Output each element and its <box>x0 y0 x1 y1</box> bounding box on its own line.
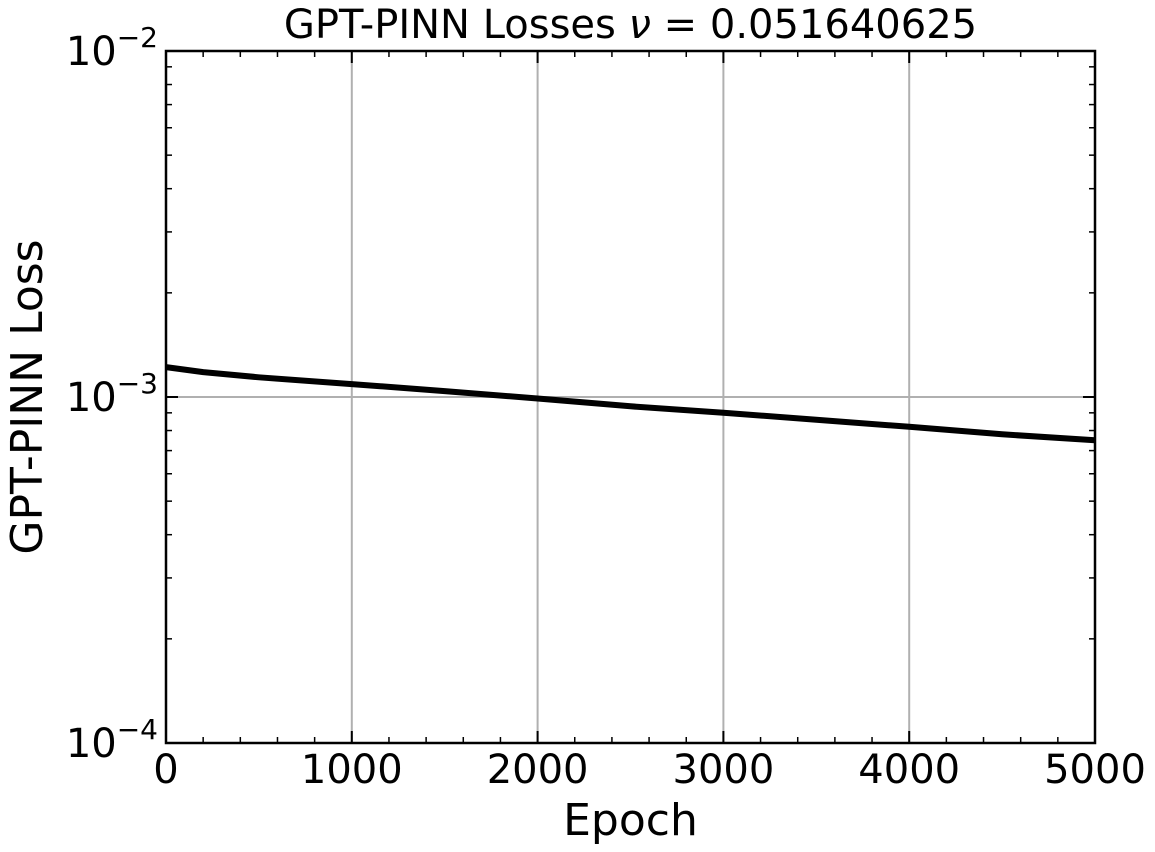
y-tick-exponent: −2 <box>117 21 158 54</box>
x-tick-label: 3000 <box>673 747 775 793</box>
y-tick-base: 10 <box>66 721 117 767</box>
y-tick-exponent: −4 <box>117 713 158 746</box>
title-prefix: GPT-PINN Losses <box>284 2 629 48</box>
y-tick-label: 10−4 <box>66 713 158 767</box>
grid-lines <box>165 50 1096 744</box>
x-tick-label: 1000 <box>301 747 403 793</box>
x-tick-label: 4000 <box>858 747 960 793</box>
x-axis-label: Epoch <box>563 795 698 846</box>
chart-title: GPT-PINN Losses ν = 0.051640625 <box>284 2 977 48</box>
y-tick-label: 10−3 <box>66 367 158 421</box>
x-tick-label: 2000 <box>487 747 589 793</box>
x-tick-label: 0 <box>153 747 178 793</box>
x-tick-label: 5000 <box>1044 747 1146 793</box>
y-tick-exponent: −3 <box>117 367 158 400</box>
y-tick-base: 10 <box>66 29 117 75</box>
y-tick-label: 10−2 <box>66 21 158 75</box>
y-tick-base: 10 <box>66 375 117 421</box>
y-axis-label: GPT-PINN Loss <box>2 239 53 554</box>
title-value: = 0.051640625 <box>651 2 977 48</box>
series-layer <box>165 364 1096 444</box>
loss-series-line <box>165 364 1096 444</box>
title-symbol: ν <box>629 2 651 48</box>
plot-frame <box>164 49 1097 745</box>
